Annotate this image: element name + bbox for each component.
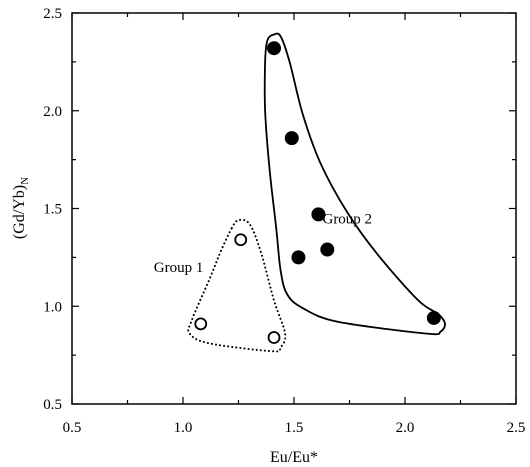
filled-circle-point [284,131,299,146]
group-1-label: Group 1 [154,260,204,276]
x-axis-title: Eu/Eu* [270,449,318,466]
filled-circle-point [267,41,282,56]
filled-circle-point [426,310,441,325]
open-circle-point [194,317,208,331]
filled-circle-point [291,250,306,265]
group-1-outline [187,218,287,353]
y-tick-label: 2.5 [43,6,62,22]
group-2-label: Group 2 [322,211,372,227]
x-tick-label: 1.5 [285,420,304,436]
x-tick-labels: 0.5 1.0 1.5 2.0 2.5 [63,420,526,436]
y-tick-label: 2.0 [43,104,62,120]
y-axis-title: (Gd/Yb)N [11,177,31,239]
y-tick-labels: 0.5 1.0 1.5 2.0 2.5 [43,6,62,413]
data-points [194,41,441,344]
x-tick-label: 2.0 [396,420,415,436]
x-tick-label: 2.5 [507,420,526,436]
filled-circle-point [311,207,326,222]
filled-circle-point [320,242,335,257]
y-tick-label: 1.5 [43,202,62,218]
group-2-outline [263,32,446,336]
y-tick-label: 0.5 [43,397,62,413]
y-axis-title-subscript: N [19,177,31,185]
y-tick-label: 1.0 [43,299,62,315]
group-outlines [187,32,446,353]
plot-frame [71,12,517,405]
open-circle-point [267,331,281,344]
axis-ticks [71,12,517,405]
open-circle-point [234,233,248,247]
y-axis-title-main: (Gd/Yb) [11,185,28,239]
x-tick-label: 1.0 [174,420,193,436]
x-tick-label: 0.5 [63,420,82,436]
